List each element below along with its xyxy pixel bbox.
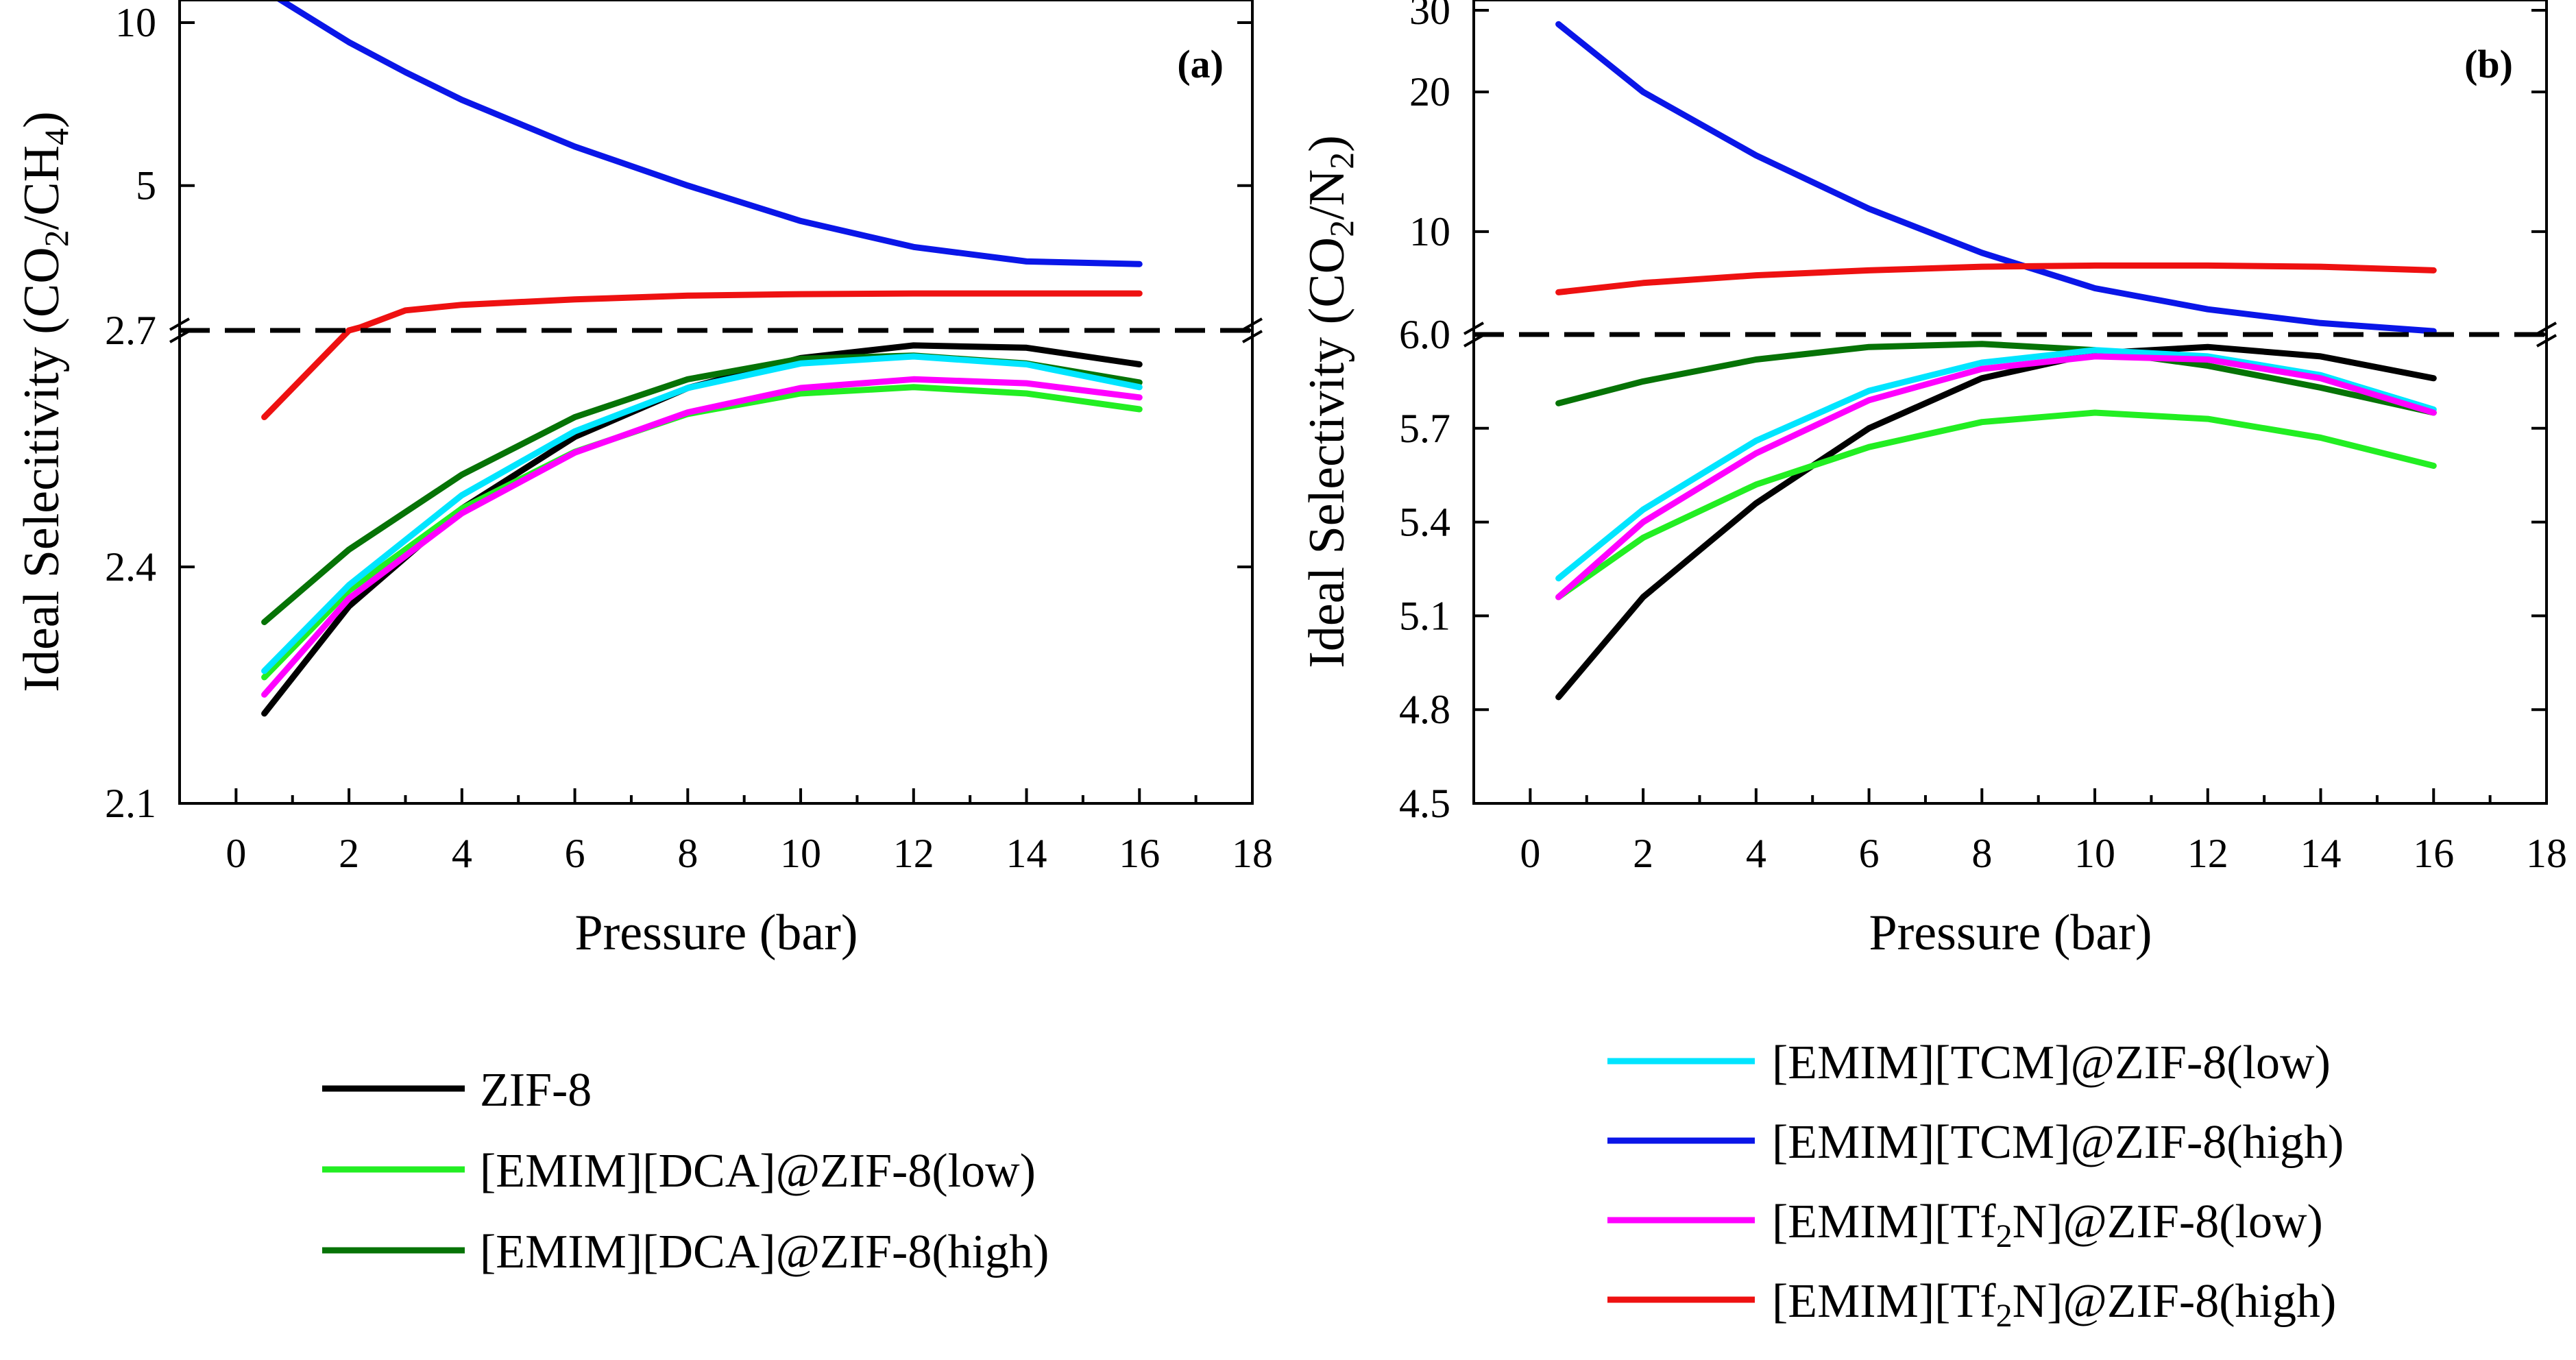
panel-a-break-marker <box>1242 317 1263 331</box>
panel-a-series-5 <box>261 376 1143 698</box>
panel-b-y-axis-label: Ideal Selectivity (CO2/N2) <box>1299 135 1361 668</box>
panel-a-plot-frame <box>178 0 1254 805</box>
panel-a-x-tick-label: 16 <box>1119 831 1160 876</box>
panel-b-x-tick-label: 12 <box>2187 831 2228 876</box>
legend-left-label: ZIF-8 <box>480 1064 592 1117</box>
panel-b-break-marker <box>1463 321 1484 335</box>
panel-a-x-tick-label: 10 <box>780 831 821 876</box>
panel-a-series-1 <box>261 384 1143 681</box>
panel-a-break-marker <box>169 317 190 331</box>
panel-a-ticks: 0 2 4 6 8 10 12 14 16 18 2.1 2.4 2.7 5 10 <box>105 0 1273 876</box>
panel-b-label: (b) <box>2464 42 2513 86</box>
panel-b-series-1 <box>1555 409 2437 600</box>
panel-a-series-4 <box>275 0 1143 267</box>
legend-right: [EMIM][TCM]@ZIF-8(low) [EMIM][TCM]@ZIF-8(… <box>1607 1036 2344 1334</box>
panel-b-break-marker <box>2536 334 2557 348</box>
panel-a-break-marker <box>1242 330 1263 343</box>
panel-b-y-tick-label: 30 <box>1409 0 1450 33</box>
panel-a-series-3 <box>261 353 1143 675</box>
panel-a-x-tick-label: 12 <box>893 831 934 876</box>
panel-b-x-tick-label: 8 <box>1971 831 1992 876</box>
panel-a-series <box>261 0 1143 717</box>
panel-b-break-marker <box>1463 334 1484 348</box>
panel-b-y-tick-label: 5.4 <box>1399 500 1450 545</box>
panel-a-co2-ch4: 0 2 4 6 8 10 12 14 16 18 2.1 2.4 2.7 5 10 (a) Pressure… <box>14 0 1273 961</box>
panel-b-plot-frame <box>1472 0 2548 805</box>
legend-right-label: [EMIM][TCM]@ZIF-8(low) <box>1772 1036 2331 1089</box>
panel-a-x-axis-label: Pressure (bar) <box>575 905 858 961</box>
panel-b-x-tick-label: 2 <box>1633 831 1653 876</box>
panel-b-x-tick-label: 0 <box>1520 831 1540 876</box>
legend-right-label: [EMIM][Tf2N]@ZIF-8(high) <box>1772 1275 2336 1334</box>
panel-b-ticks: 0 2 4 6 8 10 12 14 16 18 4.5 4.8 5.1 5.4 5.7 6.0 10 20 30 <box>1399 0 2567 876</box>
panel-a-y-axis-label: Ideal Selecitivity (CO2/CH4) <box>14 111 75 692</box>
panel-b-y-tick-label: 5.1 <box>1399 593 1450 638</box>
panel-a-y-tick-label: 2.7 <box>105 308 156 353</box>
panel-a-x-tick-label: 8 <box>677 831 698 876</box>
panel-a-series-6 <box>261 290 1143 420</box>
panel-b-y-tick-label: 4.5 <box>1399 781 1450 826</box>
panel-a-x-tick-label: 2 <box>339 831 359 876</box>
panel-b-y-tick-label: 4.8 <box>1399 687 1450 732</box>
panel-b-x-tick-label: 10 <box>2074 831 2115 876</box>
panel-b-x-axis-label: Pressure (bar) <box>1869 905 2152 961</box>
panel-b-series <box>1555 21 2437 701</box>
panel-a-series-2 <box>261 352 1143 625</box>
panel-b-series-2 <box>1555 341 2437 416</box>
panel-a-y-tick-label: 2.4 <box>105 544 156 590</box>
panel-a-label: (a) <box>1177 42 1224 86</box>
panel-a-y-tick-label: 2.1 <box>105 781 156 826</box>
panel-a-x-tick-label: 14 <box>1006 831 1047 876</box>
legend-left-label: [EMIM][DCA]@ZIF-8(low) <box>480 1145 1036 1198</box>
panel-b-series-0 <box>1555 343 2437 701</box>
legend-left-label: [EMIM][DCA]@ZIF-8(high) <box>480 1226 1049 1278</box>
panel-b-series-5 <box>1555 353 2437 600</box>
panel-b-x-tick-label: 4 <box>1746 831 1766 876</box>
panel-a-break-marker <box>169 330 190 343</box>
panel-b-y-tick-label: 10 <box>1409 209 1450 254</box>
legend-left: ZIF-8 [EMIM][DCA]@ZIF-8(low) [EMIM][DCA]@Z… <box>322 1064 1049 1278</box>
panel-b-series-6 <box>1555 262 2437 295</box>
legend-right-label: [EMIM][TCM]@ZIF-8(high) <box>1772 1116 2344 1169</box>
panel-a-x-tick-label: 0 <box>226 831 246 876</box>
panel-b-co2-n2: 0 2 4 6 8 10 12 14 16 184.54.85.15.45.76.0102030 … <box>1299 0 2567 961</box>
panel-a-series-0 <box>261 342 1143 717</box>
panel-a-y-tick-label: 10 <box>115 0 156 45</box>
legend-right-label: [EMIM][Tf2N]@ZIF-8(low) <box>1772 1195 2323 1254</box>
panel-b-y-tick-label: 20 <box>1409 69 1450 114</box>
panel-b-series-4 <box>1555 21 2437 335</box>
panel-a-x-tick-label: 6 <box>565 831 585 876</box>
panel-b-x-tick-label: 18 <box>2526 831 2567 876</box>
panel-b-break-marker <box>2536 321 2557 335</box>
panel-b-y-tick-label: 6.0 <box>1399 312 1450 357</box>
panel-b-x-tick-label: 16 <box>2413 831 2454 876</box>
panel-b-x-tick-label: 6 <box>1859 831 1880 876</box>
panel-a-x-tick-label: 18 <box>1232 831 1273 876</box>
panel-b-y-tick-label: 5.7 <box>1399 406 1450 451</box>
panel-a-y-tick-label: 5 <box>136 163 156 208</box>
panel-b-x-tick-label: 14 <box>2300 831 2342 876</box>
panel-a-x-tick-label: 4 <box>452 831 472 876</box>
